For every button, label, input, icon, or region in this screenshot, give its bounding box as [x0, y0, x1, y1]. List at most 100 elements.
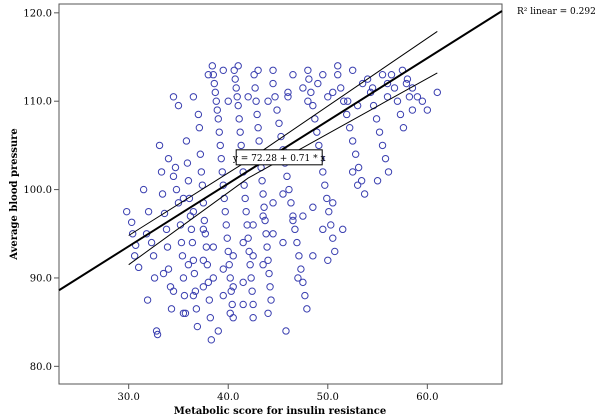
data-point [134, 263, 143, 272]
data-point [249, 314, 257, 322]
data-point [348, 137, 357, 145]
data-point [209, 70, 218, 79]
data-point [254, 66, 262, 74]
data-point [381, 154, 390, 163]
data-point [207, 336, 216, 344]
data-point [189, 93, 198, 101]
data-point [269, 66, 277, 74]
data-point [331, 247, 339, 256]
data-point [127, 218, 136, 226]
data-point [218, 168, 226, 176]
x-tick-label: 50.0 [317, 392, 339, 403]
data-point [375, 128, 384, 136]
data-point [358, 79, 367, 88]
data-point [139, 185, 148, 194]
y-tick-label: 90.0 [30, 273, 52, 284]
data-point [228, 300, 236, 309]
data-point [183, 159, 192, 167]
data-point [189, 256, 198, 264]
data-point [264, 97, 272, 105]
x-axis-title: Metabolic score for insulin resistance [174, 406, 386, 417]
data-point [214, 115, 222, 123]
data-point [181, 309, 190, 318]
data-point [190, 269, 199, 278]
data-point [348, 168, 357, 176]
data-point [264, 309, 272, 318]
data-point [253, 110, 261, 119]
y-tick-label: 80.0 [30, 362, 52, 373]
data-point [271, 93, 279, 101]
data-point [363, 75, 372, 83]
data-point [200, 216, 209, 225]
data-point [319, 168, 327, 176]
data-point [262, 230, 270, 238]
data-point [217, 154, 225, 163]
data-point [198, 181, 207, 189]
data-point [324, 93, 332, 101]
data-point [263, 243, 271, 251]
data-point [221, 207, 229, 216]
data-point [266, 283, 274, 291]
data-point [329, 199, 337, 207]
data-point [204, 278, 213, 287]
data-point [160, 209, 169, 218]
y-axis-title: Average blood pressure [9, 128, 20, 261]
data-point [240, 181, 248, 189]
data-point [213, 106, 221, 114]
data-point [403, 75, 412, 83]
data-point [357, 177, 366, 185]
data-point [233, 93, 241, 101]
data-point [325, 207, 333, 216]
data-point [152, 327, 161, 335]
data-point [226, 309, 234, 318]
data-point [309, 252, 317, 260]
data-point [354, 163, 363, 172]
data-point [396, 110, 405, 119]
data-point [264, 256, 272, 264]
data-point [303, 305, 311, 313]
data-point [203, 260, 212, 269]
data-point [249, 300, 257, 309]
data-point [378, 70, 387, 79]
data-point [122, 207, 131, 216]
data-point [295, 252, 303, 260]
data-point [206, 314, 215, 322]
data-point [260, 203, 268, 211]
data-point [244, 93, 252, 101]
data-point [246, 260, 254, 269]
data-point [279, 190, 287, 198]
data-point [210, 79, 218, 88]
data-point [275, 119, 283, 128]
data-point [209, 274, 218, 282]
data-point [187, 225, 196, 234]
data-point [226, 274, 234, 282]
data-point [283, 172, 291, 181]
data-point [194, 110, 203, 119]
x-tick-label: 60.0 [416, 392, 438, 403]
data-point [259, 190, 267, 198]
data-point [323, 194, 331, 203]
data-point [314, 79, 322, 88]
x-axis-ticks: 30.0 40.0 50.0 60.0 [118, 384, 438, 403]
data-point [309, 101, 317, 110]
data-point [304, 66, 312, 74]
data-point [199, 225, 208, 234]
data-point [433, 88, 441, 97]
data-point [329, 234, 337, 242]
x-tick-label: 40.0 [217, 392, 239, 403]
data-point [297, 265, 305, 273]
data-point [273, 106, 281, 114]
data-point [399, 124, 408, 132]
data-point [315, 141, 323, 150]
data-point [197, 168, 206, 176]
data-point [339, 225, 347, 234]
data-point [340, 97, 348, 105]
data-point [234, 101, 242, 110]
data-point [191, 287, 200, 295]
data-point [402, 79, 411, 88]
data-point [236, 128, 244, 136]
data-point [184, 177, 193, 185]
data-point [229, 252, 237, 260]
r2-label: R² linear = 0.292 [517, 7, 596, 17]
data-point [343, 110, 351, 119]
